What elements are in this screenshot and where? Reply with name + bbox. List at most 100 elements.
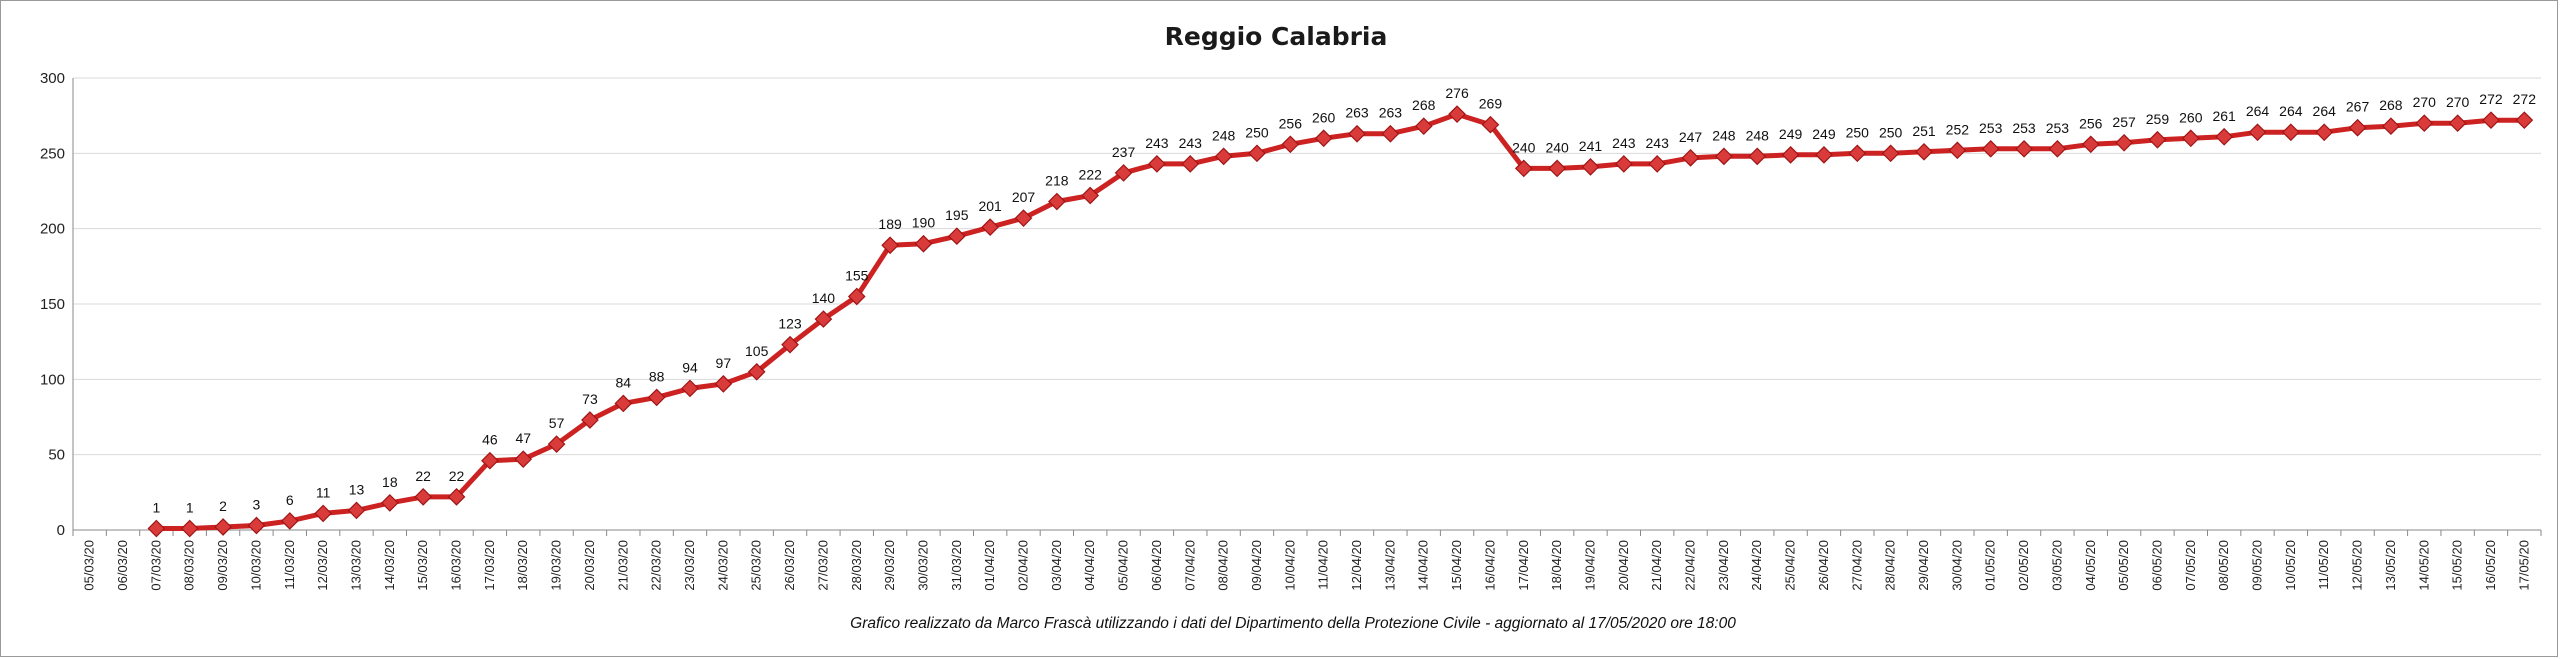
x-tick-label: 16/05/20 — [2483, 540, 2498, 591]
data-label: 243 — [1612, 135, 1636, 151]
series-line — [153, 111, 2527, 531]
data-label: 97 — [716, 355, 732, 371]
data-label: 263 — [1345, 105, 1369, 121]
data-label: 240 — [1512, 139, 1536, 155]
data-label: 2 — [219, 498, 227, 514]
chart-caption: Grafico realizzato da Marco Frascà utili… — [850, 615, 1736, 632]
x-tick-label: 30/03/20 — [915, 540, 930, 591]
x-tick-labels: 05/03/20 06/03/20 07/03/20 08/03/20 09/03/20… — [82, 540, 2532, 591]
x-tick-label: 27/03/20 — [815, 540, 830, 591]
data-label: 248 — [1712, 127, 1736, 143]
data-label: 1 — [186, 499, 194, 515]
chart-title: Reggio Calabria — [1165, 22, 1388, 51]
x-tick-label: 31/03/20 — [949, 540, 964, 591]
data-label: 11 — [316, 484, 331, 500]
x-tick-label: 07/04/20 — [1182, 540, 1197, 591]
x-tick-label: 28/04/20 — [1883, 540, 1898, 591]
y-tick-label: 150 — [40, 296, 65, 313]
data-point — [1881, 144, 1900, 163]
y-tick-label: 300 — [40, 70, 65, 87]
data-point — [1981, 139, 2000, 158]
x-tick-label: 11/04/20 — [1316, 540, 1331, 590]
x-tick-label: 07/03/20 — [148, 540, 163, 591]
data-point — [280, 512, 299, 530]
data-point — [514, 450, 533, 469]
data-point — [1448, 105, 1466, 124]
data-point — [380, 494, 399, 512]
grid-lines — [73, 77, 2541, 456]
y-tick-label: 200 — [40, 221, 65, 238]
x-tick-label: 17/03/20 — [482, 540, 497, 591]
data-point — [1248, 144, 1266, 163]
x-tick-label: 05/03/20 — [82, 540, 97, 591]
data-label: 46 — [482, 432, 498, 448]
data-label: 13 — [349, 481, 365, 497]
data-label: 270 — [2413, 94, 2437, 110]
data-label: 253 — [2012, 120, 2036, 136]
data-label: 243 — [1179, 135, 1203, 151]
data-label: 243 — [1646, 135, 1670, 151]
data-point — [1715, 147, 1733, 166]
x-tick-label: 25/04/20 — [1783, 540, 1798, 591]
data-point — [1314, 129, 1333, 148]
x-tick-label: 12/03/20 — [315, 540, 330, 591]
data-label: 264 — [2279, 103, 2303, 119]
data-label: 268 — [1412, 97, 1436, 113]
x-tick-label: 16/04/20 — [1482, 540, 1497, 591]
data-label: 268 — [2379, 97, 2403, 113]
data-point — [1815, 145, 1833, 164]
data-label: 270 — [2446, 94, 2470, 110]
x-tick-label: 19/04/20 — [1582, 540, 1597, 591]
x-tick-label: 30/04/20 — [1949, 540, 1964, 591]
data-point — [1114, 164, 1133, 182]
x-tick-label: 26/03/20 — [782, 540, 797, 591]
data-point — [1848, 144, 1867, 163]
data-point — [1948, 141, 1967, 160]
x-tick-label: 16/03/20 — [449, 540, 464, 591]
data-label: 84 — [616, 374, 632, 390]
data-label: 201 — [978, 198, 1002, 214]
data-point — [2081, 135, 2100, 154]
data-point — [1681, 149, 1700, 167]
x-tick-label: 25/03/20 — [749, 540, 764, 591]
data-label: 207 — [1012, 189, 1036, 205]
data-label: 260 — [1312, 109, 1336, 125]
data-point — [1614, 155, 1633, 173]
data-label: 195 — [945, 207, 969, 223]
data-point — [1548, 159, 1566, 178]
data-point — [347, 501, 366, 520]
axes — [72, 78, 2542, 536]
data-label: 18 — [382, 474, 398, 490]
data-point — [180, 519, 199, 538]
x-tick-label: 26/04/20 — [1816, 540, 1831, 591]
data-label: 155 — [845, 267, 869, 283]
data-point — [1148, 155, 1166, 173]
data-label: 73 — [582, 391, 598, 407]
data-label: 140 — [812, 290, 836, 306]
data-point — [1048, 192, 1066, 211]
data-point — [2348, 118, 2367, 137]
data-label: 256 — [2079, 115, 2103, 131]
data-label: 22 — [449, 468, 465, 484]
data-point — [1281, 135, 1300, 154]
data-label: 264 — [2246, 103, 2270, 119]
data-label: 218 — [1045, 173, 1069, 189]
data-label: 57 — [549, 415, 565, 431]
x-tick-label: 08/05/20 — [2216, 540, 2231, 591]
x-tick-label: 14/05/20 — [2416, 540, 2431, 591]
x-tick-label: 08/03/20 — [182, 540, 197, 591]
data-label: 243 — [1145, 135, 1169, 151]
data-label: 247 — [1679, 129, 1703, 145]
x-tick-label: 21/03/20 — [615, 540, 630, 591]
x-tick-label: 18/03/20 — [515, 540, 530, 591]
x-tick-label: 10/05/20 — [2283, 540, 2298, 591]
data-label: 269 — [1479, 96, 1503, 112]
x-tick-label: 12/04/20 — [1349, 540, 1364, 591]
data-label: 105 — [745, 343, 769, 359]
data-point — [314, 504, 332, 523]
data-point — [1414, 117, 1433, 136]
data-label: 189 — [878, 216, 902, 232]
x-tick-label: 29/03/20 — [882, 540, 897, 591]
